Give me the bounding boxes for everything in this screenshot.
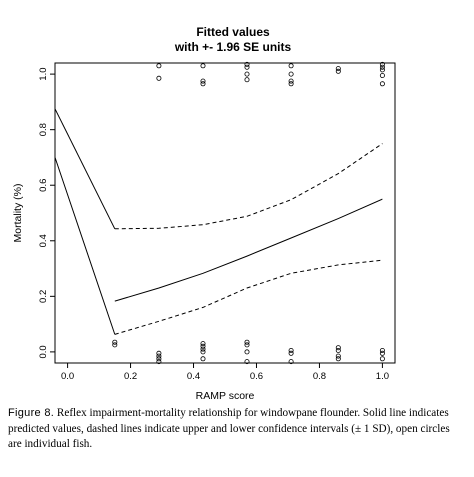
y-tick-label: 0.8: [38, 123, 49, 136]
series-layer: [54, 108, 383, 335]
observation-point: [379, 61, 385, 67]
observation-point: [379, 350, 385, 356]
observation-point: [200, 346, 206, 352]
observation-point: [112, 342, 118, 348]
y-tick-label: 0.4: [38, 234, 49, 247]
observation-point: [244, 71, 250, 77]
y-axis: 0.0 0.2 0.4 0.6 0.8 1.0: [38, 68, 55, 358]
chart: Fitted values with +- 1.96 SE units 0.0 0…: [12, 25, 396, 402]
observation-point: [335, 66, 341, 72]
caption-text: Reflex impairment-mortality relationship…: [8, 407, 450, 450]
series-line-upper: [114, 143, 383, 230]
observation-point: [112, 339, 118, 345]
observation-point: [156, 356, 162, 362]
observation-point: [200, 343, 206, 349]
x-axis-label: RAMP score: [196, 390, 255, 402]
observation-point: [288, 350, 294, 356]
observation-point: [200, 356, 206, 362]
observation-point: [244, 359, 250, 365]
x-tick-label: 1.0: [376, 371, 389, 382]
y-tick-label: 0.0: [38, 345, 49, 358]
observation-point: [244, 61, 250, 67]
observation-point: [335, 353, 341, 359]
x-tick-label: 0.2: [124, 371, 137, 382]
plot-frame: [54, 62, 396, 364]
observation-point: [288, 63, 294, 69]
chart-subtitle: with +- 1.96 SE units: [174, 40, 292, 54]
x-tick-label: 0.6: [250, 371, 263, 382]
observation-point: [200, 78, 206, 84]
series-line-left-upper: [54, 108, 116, 230]
y-tick-label: 1.0: [38, 68, 49, 81]
observation-point: [288, 81, 294, 87]
x-axis: 0.0 0.2 0.4 0.6 0.8 1.0: [61, 363, 389, 382]
observation-point: [335, 356, 341, 362]
observation-point: [335, 347, 341, 353]
observations-layer: [112, 61, 385, 365]
observation-point: [379, 81, 385, 87]
observation-point: [379, 356, 385, 362]
series-line-lower: [114, 259, 383, 335]
observation-point: [379, 67, 385, 73]
observation-point: [335, 345, 341, 351]
observation-point: [200, 81, 206, 87]
observation-point: [200, 63, 206, 69]
observation-point: [288, 78, 294, 84]
chart-title: Fitted values: [196, 25, 270, 39]
observation-point: [335, 68, 341, 74]
observation-point: [244, 339, 250, 345]
y-tick-label: 0.2: [38, 290, 49, 303]
x-tick-label: 0.0: [61, 371, 74, 382]
observation-point: [288, 359, 294, 365]
observation-point: [200, 341, 206, 347]
caption-label: Figure 8.: [8, 407, 55, 419]
observation-point: [156, 350, 162, 356]
observation-point: [244, 349, 250, 355]
observation-point: [156, 359, 162, 365]
observation-point: [379, 64, 385, 70]
observation-point: [379, 347, 385, 353]
observation-point: [244, 77, 250, 83]
observation-point: [156, 353, 162, 359]
observation-point: [244, 342, 250, 348]
series-line-predicted: [114, 198, 383, 302]
figure-caption: Figure 8. Reflex impairment-mortality re…: [8, 406, 466, 453]
observation-point: [288, 347, 294, 353]
series-line-left-lower: [54, 157, 116, 335]
x-tick-label: 0.8: [313, 371, 326, 382]
y-axis-label: Mortality (%): [12, 184, 24, 243]
observation-point: [244, 64, 250, 70]
observation-point: [379, 73, 385, 79]
observation-point: [156, 75, 162, 81]
observation-point: [288, 71, 294, 77]
y-tick-label: 0.6: [38, 179, 49, 192]
observation-point: [200, 349, 206, 355]
observation-point: [156, 63, 162, 69]
x-tick-label: 0.4: [187, 371, 200, 382]
